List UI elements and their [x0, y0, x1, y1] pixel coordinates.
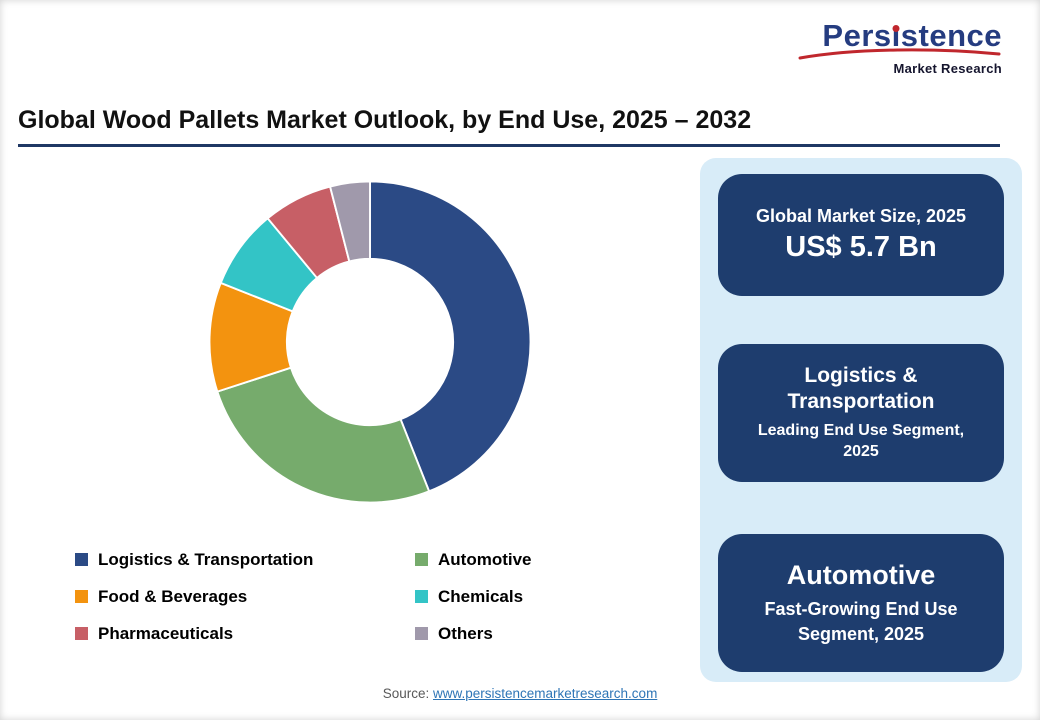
- legend-label-chemicals: Chemicals: [438, 586, 524, 606]
- legend-item-chemicals: Chemicals: [415, 587, 532, 607]
- legend-swatch-others: [415, 627, 428, 640]
- legend-item-others: Others: [415, 624, 532, 644]
- legend-label-logistics: Logistics & Transportation: [98, 549, 314, 569]
- legend-label-pharmaceuticals: Pharmaceuticals: [98, 623, 234, 643]
- legend-swatch-logistics: [75, 553, 88, 566]
- logo-brand-pre: Pers: [822, 18, 892, 53]
- leading-segment-name: Logistics & Transportation: [787, 364, 935, 414]
- legend-item-logistics: Logistics & Transportation: [75, 550, 415, 570]
- legend-label-others: Others: [438, 623, 493, 643]
- legend-swatch-food-beverages: [75, 590, 88, 603]
- source-line: Source: www.persistencemarketresearch.co…: [0, 686, 1040, 701]
- legend-label-food-beverages: Food & Beverages: [98, 586, 248, 606]
- legend-swatch-pharmaceuticals: [75, 627, 88, 640]
- card-leading-segment: Logistics & Transportation Leading End U…: [718, 344, 1004, 482]
- logo-subtitle: Market Research: [893, 61, 1002, 76]
- donut-slice-others: [328, 180, 371, 263]
- chart-legend: Logistics & Transportation Food & Bevera…: [75, 541, 532, 652]
- pmr-logo: Persıstence Market Research: [797, 20, 1002, 76]
- leading-segment-caption: Leading End Use Segment, 2025: [757, 421, 965, 461]
- title-underline: [18, 144, 1000, 147]
- donut-slice-automotive: [216, 366, 431, 504]
- logo-brand-post: stence: [900, 18, 1002, 53]
- highlights-panel: Global Market Size, 2025 US$ 5.7 Bn Logi…: [700, 158, 1022, 682]
- donut-slice-logistics-transportation: [369, 180, 532, 493]
- legend-swatch-chemicals: [415, 590, 428, 603]
- card-global-market-size: Global Market Size, 2025 US$ 5.7 Bn: [718, 174, 1004, 296]
- market-size-label: Global Market Size, 2025: [755, 206, 967, 226]
- legend-label-automotive: Automotive: [438, 549, 532, 569]
- fast-growing-segment-caption: Fast-Growing End Use Segment, 2025: [764, 599, 958, 644]
- donut-chart: [208, 180, 532, 504]
- source-label: Source:: [382, 686, 430, 701]
- market-size-value: US$ 5.7 Bn: [785, 231, 937, 263]
- legend-item-automotive: Automotive: [415, 550, 532, 570]
- page-title: Global Wood Pallets Market Outlook, by E…: [18, 106, 752, 134]
- logo-brand-text: Persıstence: [797, 20, 1002, 51]
- legend-item-pharmaceuticals: Pharmaceuticals: [75, 624, 415, 644]
- legend-swatch-automotive: [415, 553, 428, 566]
- logo-i-red-dot: ı: [891, 18, 901, 53]
- legend-item-food-beverages: Food & Beverages: [75, 587, 415, 607]
- fast-growing-segment-name: Automotive: [786, 560, 936, 591]
- source-link[interactable]: www.persistencemarketresearch.com: [432, 686, 658, 701]
- card-fast-growing-segment: Automotive Fast-Growing End Use Segment,…: [718, 534, 1004, 672]
